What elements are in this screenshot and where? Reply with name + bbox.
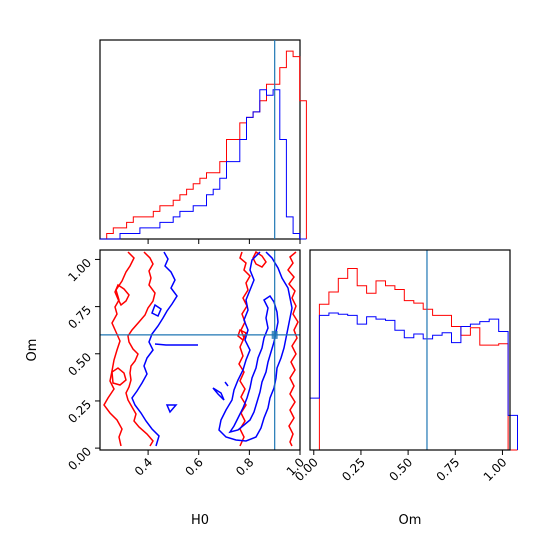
joint-xtick-label: 0.6 [182,455,205,478]
panel-joint-contour: 0.4 0.6 0.8 1.0 0.000.250.500.751.00 H0 Om [25,249,307,528]
contour-blue-left-inner [154,343,198,346]
om-axis-title-vertical: Om [25,339,40,362]
joint-ytick-label: 0.25 [65,397,94,426]
contour-series-blue [131,251,293,447]
om-hist-series-1 [309,312,518,450]
joint-panel-frame [99,249,301,451]
om-x-ticks: 0.00 0.25 0.50 0.75 1.00 [292,450,510,484]
contour-red-left-outer [103,251,135,447]
joint-ytick-label: 1.00 [65,256,94,285]
contour-red-left-small [114,283,130,307]
contour-blue-left-small-2 [165,404,178,414]
contour-red-right-outer [238,251,251,447]
om-hist-series-0 [310,268,518,451]
h0-hist-series-0 [100,50,307,240]
h0-axis-title: H0 [191,513,209,528]
panel-h0-marginal [99,39,307,244]
om-marginal-frame [309,249,511,451]
truth-marker [271,330,278,339]
contour-red-left-small-2 [111,367,127,386]
contour-blue-right-outer [218,251,293,442]
contour-blue-right-inner [228,294,279,434]
joint-x-ticks: 0.4 0.6 0.8 1.0 [132,450,307,479]
contour-series-red [103,250,299,447]
joint-ytick-label: 0.75 [65,303,94,332]
h0-hist-series-1 [100,89,307,240]
om-xtick-label: 1.00 [481,455,510,484]
h0-marginal-ticks [147,239,301,244]
panel-om-marginal: 0.00 0.25 0.50 0.75 1.00 Om [292,249,518,528]
om-xtick-label: 0.25 [339,455,368,484]
om-xtick-label: 0.50 [386,455,415,484]
om-xtick-label: 0.75 [434,455,463,484]
contour-blue-left-small [151,303,162,318]
contour-blue-right-wisp [212,387,225,401]
contour-red-island-2 [237,328,247,342]
contour-red-right-inner [287,251,299,447]
joint-ytick-label: 0.50 [65,350,94,379]
contour-red-island [252,250,267,268]
h0-marginal-frame [99,39,301,240]
joint-ytick-label: 0.00 [65,444,94,473]
om-axis-title: Om [399,513,422,528]
contour-blue-left-outer [131,251,178,447]
contour-blue-dot [224,381,229,387]
contour-red-left-inner [125,251,156,447]
joint-y-ticks: 0.00 0.25 0.50 0.75 1.00 [65,256,100,473]
joint-xtick-label: 0.4 [132,455,155,478]
joint-xtick-label: 0.8 [233,455,256,478]
truth-crosshair [100,250,300,450]
